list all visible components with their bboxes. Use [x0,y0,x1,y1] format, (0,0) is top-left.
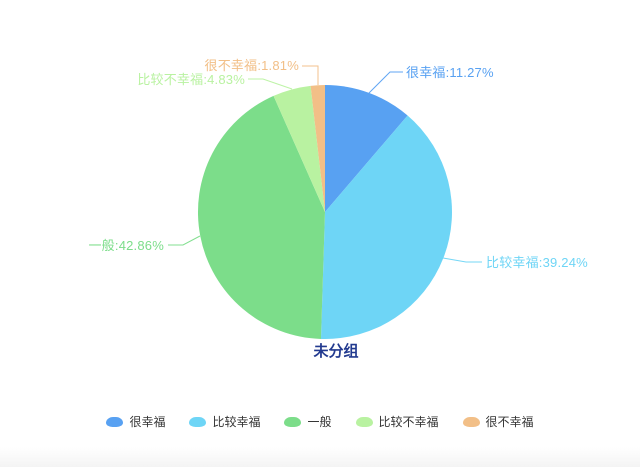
legend-item-very-unhappy[interactable]: 很不幸福 [462,413,534,430]
leader-line-very-happy [368,71,403,94]
pie-slice-1[interactable] [320,115,452,340]
slice-label-very-unhappy: 很不幸福:1.81% [204,58,299,73]
legend-marker-icon [106,416,124,427]
group-title: 未分组 [313,343,359,360]
legend-marker-icon [284,416,302,427]
pie-slice-3[interactable] [273,85,325,212]
slice-label-very-happy: 很幸福:11.27% [406,65,494,80]
legend: 很幸福 比较幸福 一般 比较不幸福 很不幸福 [0,413,640,430]
legend-item-label: 比较幸福 [212,415,261,429]
legend-item-label: 很幸福 [129,415,166,429]
legend-marker-icon [189,416,207,427]
legend-item-fairly-unhappy[interactable]: 比较不幸福 [355,413,439,430]
pie-slice-4[interactable] [310,85,325,212]
pie-slice-2[interactable] [197,95,325,339]
legend-item-average[interactable]: 一般 [284,413,332,430]
legend-item-label: 一般 [307,415,332,429]
legend-item-fairly-happy[interactable]: 比较幸福 [189,413,260,430]
legend-item-label: 比较不幸福 [378,415,439,429]
leader-line-average [168,235,201,246]
slice-label-average: 一般:42.86% [88,238,164,253]
slice-label-fairly-happy: 比较幸福:39.24% [486,255,588,270]
slice-label-fairly-unhappy: 比较不幸福:4.83% [137,72,245,87]
legend-marker-icon [355,416,373,427]
pie-slice-0[interactable] [325,85,408,212]
legend-marker-icon [462,416,480,427]
legend-item-label: 很不幸福 [485,415,534,429]
leader-line-fairly-unhappy [248,78,293,90]
leader-line-fairly-happy [442,257,482,263]
leader-line-very-unhappy [302,65,319,85]
legend-item-very-happy[interactable]: 很幸福 [106,413,165,430]
